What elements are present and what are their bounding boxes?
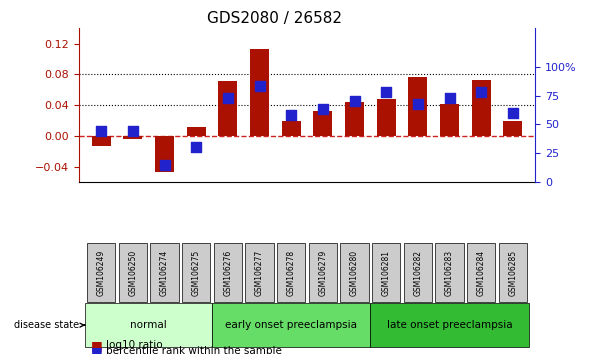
Text: early onset preeclampsia: early onset preeclampsia [225, 320, 358, 330]
FancyBboxPatch shape [370, 303, 529, 347]
FancyBboxPatch shape [212, 303, 370, 347]
Text: GSM106275: GSM106275 [192, 250, 201, 296]
FancyBboxPatch shape [372, 244, 401, 302]
Bar [250, 49, 269, 136]
FancyBboxPatch shape [245, 244, 274, 302]
FancyBboxPatch shape [404, 244, 432, 302]
Text: GSM106277: GSM106277 [255, 250, 264, 296]
Point [508, 110, 518, 116]
Bar [155, 136, 174, 172]
Text: GSM106282: GSM106282 [413, 250, 423, 296]
Text: GSM106250: GSM106250 [128, 250, 137, 296]
FancyBboxPatch shape [119, 244, 147, 302]
Bar [345, 102, 364, 136]
Text: GSM106285: GSM106285 [508, 250, 517, 296]
Text: GSM106279: GSM106279 [319, 250, 327, 296]
Point [350, 98, 359, 104]
FancyBboxPatch shape [213, 244, 242, 302]
Bar [218, 81, 237, 136]
FancyBboxPatch shape [87, 244, 116, 302]
Point [476, 89, 486, 95]
Point [223, 95, 233, 101]
FancyBboxPatch shape [499, 244, 527, 302]
FancyBboxPatch shape [85, 303, 212, 347]
Text: ■: ■ [91, 339, 103, 352]
Point [286, 112, 296, 118]
FancyBboxPatch shape [340, 244, 369, 302]
FancyBboxPatch shape [309, 244, 337, 302]
FancyBboxPatch shape [467, 244, 496, 302]
Text: GSM106249: GSM106249 [97, 250, 106, 296]
FancyBboxPatch shape [277, 244, 305, 302]
Bar [282, 121, 301, 136]
FancyBboxPatch shape [150, 244, 179, 302]
Bar [472, 80, 491, 136]
Bar [313, 112, 333, 136]
Text: GSM106281: GSM106281 [382, 250, 391, 296]
Point [128, 129, 138, 134]
Point [96, 129, 106, 134]
Bar [409, 77, 427, 136]
Point [192, 145, 201, 150]
Text: GDS2080 / 26582: GDS2080 / 26582 [207, 11, 342, 26]
Text: late onset preeclampsia: late onset preeclampsia [387, 320, 513, 330]
Text: percentile rank within the sample: percentile rank within the sample [106, 346, 282, 354]
Point [444, 95, 454, 101]
Point [318, 107, 328, 112]
Text: GSM106280: GSM106280 [350, 250, 359, 296]
Text: normal: normal [130, 320, 167, 330]
Text: GSM106276: GSM106276 [223, 250, 232, 296]
Bar [377, 99, 396, 136]
Bar [123, 136, 142, 139]
Text: disease state: disease state [14, 320, 85, 330]
Point [255, 84, 264, 89]
Point [381, 89, 391, 95]
Bar [503, 121, 522, 136]
Text: GSM106274: GSM106274 [160, 250, 169, 296]
Bar [187, 127, 206, 136]
Text: GSM106284: GSM106284 [477, 250, 486, 296]
Bar [440, 104, 459, 136]
Point [160, 162, 170, 167]
Point [413, 101, 423, 107]
Text: GSM106283: GSM106283 [445, 250, 454, 296]
Text: ■: ■ [91, 345, 103, 354]
Text: log10 ratio: log10 ratio [106, 340, 163, 350]
Text: GSM106278: GSM106278 [287, 250, 295, 296]
Bar [92, 136, 111, 146]
FancyBboxPatch shape [182, 244, 210, 302]
FancyBboxPatch shape [435, 244, 464, 302]
